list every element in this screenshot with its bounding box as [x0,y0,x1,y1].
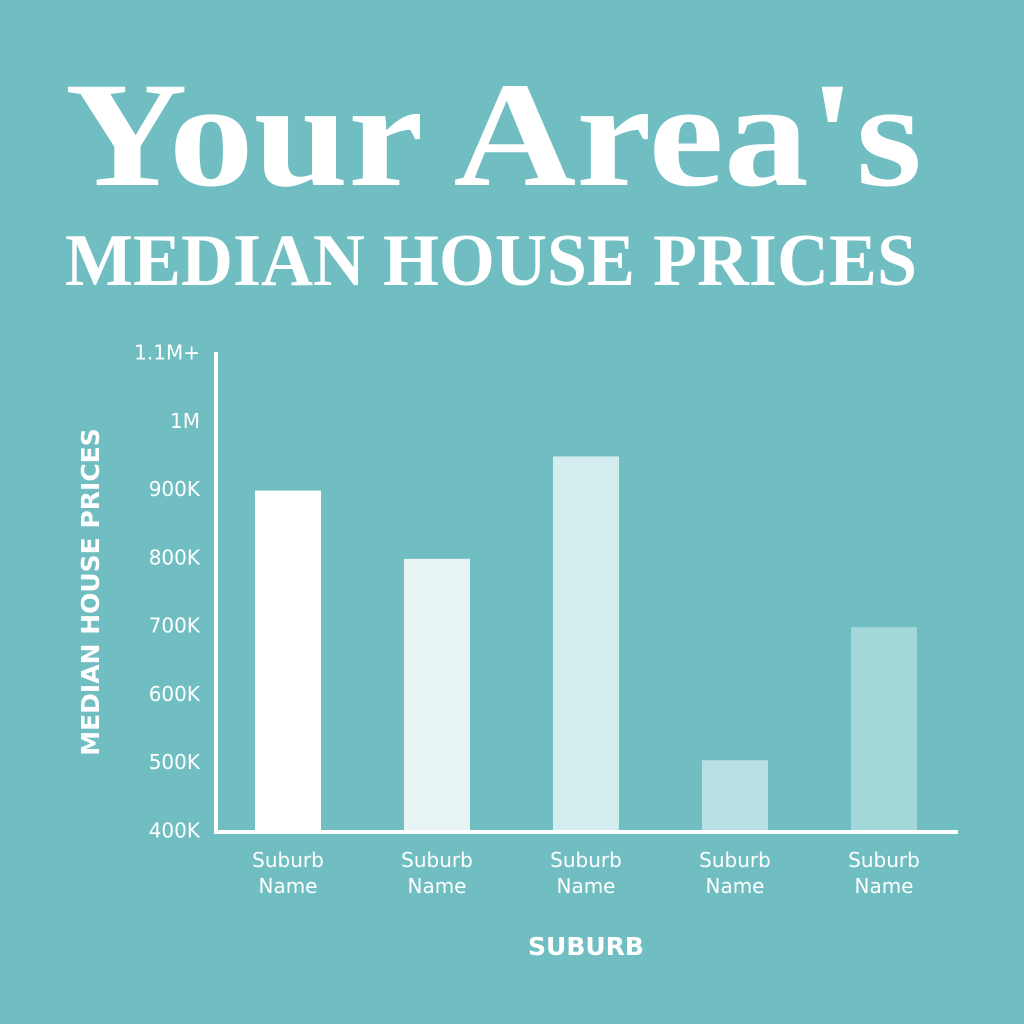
x-tick-label: Suburb Name [550,848,622,898]
x-tick-label: Suburb Name [848,848,920,898]
y-tick-label: 400K [149,819,201,843]
y-tick-label: 1.1M+ [134,341,200,365]
chart-subtitle: MEDIAN HOUSE PRICES [65,220,917,302]
bar [702,760,768,830]
x-tick-label: Suburb Name [699,848,771,898]
x-axis-label: SUBURB [528,932,644,961]
y-tick-label: 500K [149,750,201,774]
y-tick-label: 700K [149,614,201,638]
y-tick-label: 600K [149,682,201,706]
y-tick-label: 1M [170,409,200,433]
bar [404,558,470,830]
bar [851,627,917,830]
chart-title: Your Area's [65,52,922,218]
x-tick-label: Suburb Name [252,848,324,898]
y-tick-label: 800K [149,545,201,569]
bar [553,456,619,830]
x-tick-label: Suburb Name [401,848,473,898]
y-tick-label: 900K [149,477,201,501]
y-axis-label: MEDIAN HOUSE PRICES [76,428,105,756]
bar [255,490,321,830]
